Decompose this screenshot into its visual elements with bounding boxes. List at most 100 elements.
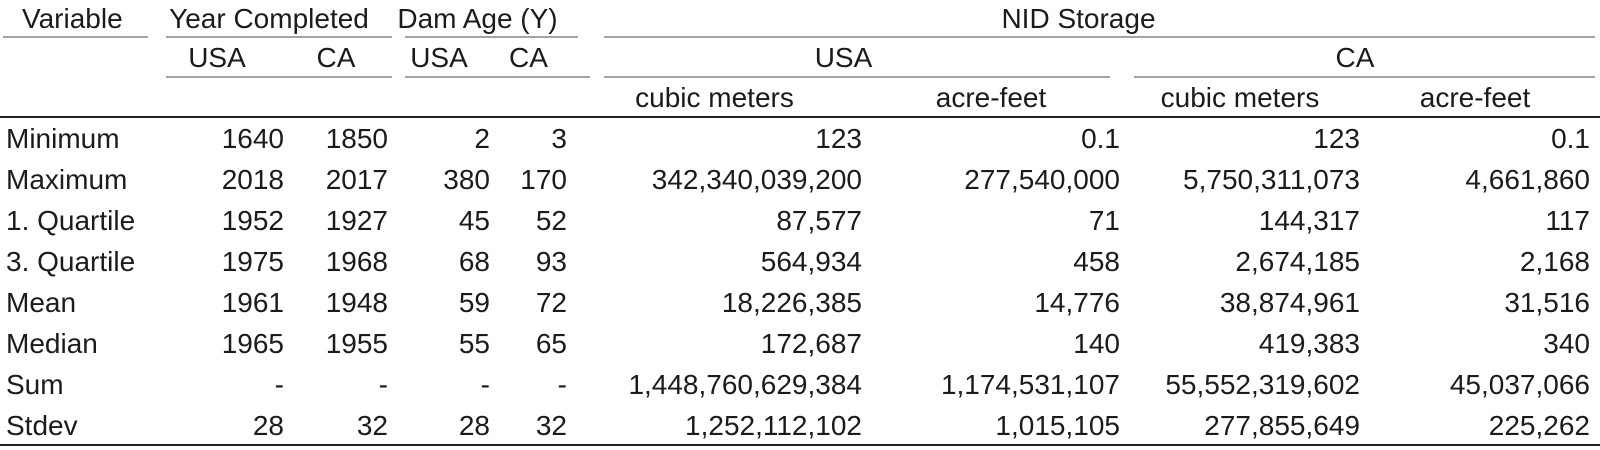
col-group-dam-age: Dam Age (Y) (397, 3, 558, 34)
cell-year-usa: 28 (252, 409, 284, 441)
cell-storage-ca-af: 31,516 (1504, 286, 1590, 318)
cell-age-ca: 93 (535, 245, 567, 277)
cell-storage-ca-m3: 2,674,185 (1235, 245, 1360, 277)
cell-age-ca: 65 (535, 327, 567, 359)
table-row-maximum: Maximum 2018 2017 380 170 342,340,039,20… (0, 159, 1600, 200)
cell-age-usa: 28 (458, 409, 490, 441)
subheader-storage-usa: USA (814, 42, 873, 73)
cell-storage-ca-af: 340 (1543, 327, 1590, 359)
unit-ca-acre-feet: acre-feet (1419, 82, 1531, 113)
row-label: 1. Quartile (6, 204, 136, 236)
table-row-stdev: Stdev 28 32 28 32 1,252,112,102 1,015,10… (0, 405, 1600, 446)
cell-storage-ca-m3: 144,317 (1258, 204, 1360, 236)
cell-storage-usa-af: 140 (1073, 327, 1120, 359)
header-row-units: cubic meters acre-feet cubic meters acre… (0, 78, 1600, 118)
cell-storage-ca-af: 4,661,860 (1465, 163, 1590, 195)
subheader-age-usa: USA (410, 42, 468, 73)
cell-age-usa: 2 (474, 122, 490, 154)
row-label: Maximum (6, 163, 128, 195)
cell-storage-usa-m3: 1,448,760,629,384 (628, 368, 862, 400)
cell-year-ca: - (378, 368, 388, 400)
cell-storage-usa-af: 1,174,531,107 (940, 368, 1120, 400)
cell-age-ca: 170 (520, 163, 567, 195)
cell-age-usa: - (480, 368, 490, 400)
cell-age-usa: 55 (458, 327, 490, 359)
cell-year-ca: 1927 (325, 204, 388, 236)
unit-ca-cubic-meters: cubic meters (1160, 82, 1320, 113)
cell-storage-ca-m3: 419,383 (1258, 327, 1360, 359)
cell-year-ca: 1955 (325, 327, 388, 359)
cell-year-usa: 1640 (221, 122, 284, 154)
cell-year-usa: 1975 (221, 245, 284, 277)
rule-nid-storage-underline (604, 36, 1595, 38)
col-group-variable: Variable (22, 3, 123, 34)
cell-year-ca: 32 (356, 409, 388, 441)
unit-usa-acre-feet: acre-feet (935, 82, 1047, 113)
table-row-third-quartile: 3. Quartile 1975 1968 68 93 564,934 458 … (0, 241, 1600, 282)
cell-year-ca: 1850 (325, 122, 388, 154)
cell-age-usa: 68 (458, 245, 490, 277)
row-label: Mean (6, 286, 77, 318)
rule-storage-ca-underline (1134, 76, 1595, 78)
row-label: Minimum (6, 122, 120, 154)
cell-storage-usa-af: 458 (1073, 245, 1120, 277)
rule-dam-age-underline (405, 36, 578, 38)
table-row-minimum: Minimum 1640 1850 2 3 123 0.1 123 0.1 (0, 118, 1600, 159)
cell-storage-usa-m3: 18,226,385 (721, 286, 862, 318)
row-label: 3. Quartile (6, 245, 136, 277)
cell-year-ca: 2017 (325, 163, 388, 195)
cell-storage-ca-m3: 123 (1313, 122, 1360, 154)
cell-age-ca: 3 (551, 122, 567, 154)
header-row-groups: Variable Year Completed Dam Age (Y) NID … (0, 0, 1600, 38)
col-group-year-completed: Year Completed (169, 3, 369, 34)
cell-storage-ca-m3: 277,855,649 (1204, 409, 1360, 441)
cell-storage-ca-m3: 55,552,319,602 (1165, 368, 1360, 400)
cell-storage-ca-af: 45,037,066 (1449, 368, 1590, 400)
row-label: Median (6, 327, 98, 359)
rule-header-separator (0, 116, 1600, 118)
cell-storage-ca-m3: 38,874,961 (1219, 286, 1360, 318)
cell-storage-ca-af: 2,168 (1519, 245, 1590, 277)
cell-age-ca: 52 (535, 204, 567, 236)
cell-age-ca: - (557, 368, 567, 400)
cell-storage-usa-af: 14,776 (1034, 286, 1120, 318)
cell-storage-usa-m3: 342,340,039,200 (651, 163, 862, 195)
subheader-year-ca: CA (316, 42, 356, 73)
cell-age-usa: 45 (458, 204, 490, 236)
cell-storage-usa-m3: 87,577 (776, 204, 862, 236)
table-row-sum: Sum - - - - 1,448,760,629,384 1,174,531,… (0, 364, 1600, 405)
cell-storage-ca-m3: 5,750,311,073 (1183, 163, 1360, 195)
cell-storage-ca-af: 0.1 (1551, 122, 1590, 154)
table-row-first-quartile: 1. Quartile 1952 1927 45 52 87,577 71 14… (0, 200, 1600, 241)
cell-storage-ca-af: 117 (1545, 204, 1590, 236)
cell-storage-usa-m3: 1,252,112,102 (685, 409, 862, 441)
rule-year-subheader-underline (166, 76, 392, 78)
cell-age-usa: 59 (458, 286, 490, 318)
col-group-nid-storage: NID Storage (1001, 3, 1156, 34)
row-label: Sum (6, 368, 64, 400)
rule-variable-underline (3, 36, 148, 38)
cell-age-ca: 72 (535, 286, 567, 318)
rule-table-bottom (0, 444, 1600, 446)
cell-year-usa: 1965 (221, 327, 284, 359)
unit-usa-cubic-meters: cubic meters (635, 82, 794, 113)
cell-year-ca: 1968 (325, 245, 388, 277)
rule-storage-usa-underline (604, 76, 1110, 78)
cell-year-ca: 1948 (325, 286, 388, 318)
cell-storage-usa-af: 1,015,105 (995, 409, 1120, 441)
cell-year-usa: 2018 (221, 163, 284, 195)
cell-storage-usa-m3: 123 (815, 122, 862, 154)
subheader-year-usa: USA (188, 42, 246, 73)
subheader-age-ca: CA (509, 42, 548, 73)
cell-age-ca: 32 (535, 409, 567, 441)
table-row-mean: Mean 1961 1948 59 72 18,226,385 14,776 3… (0, 282, 1600, 323)
cell-storage-usa-af: 0.1 (1081, 122, 1120, 154)
header-row-regions: USA CA USA CA USA CA (0, 38, 1600, 78)
cell-age-usa: 380 (443, 163, 490, 195)
rule-year-completed-underline (166, 36, 392, 38)
cell-storage-usa-af: 71 (1088, 204, 1120, 236)
cell-year-usa: 1961 (221, 286, 284, 318)
cell-storage-usa-m3: 172,687 (760, 327, 862, 359)
cell-storage-ca-af: 225,262 (1488, 409, 1590, 441)
